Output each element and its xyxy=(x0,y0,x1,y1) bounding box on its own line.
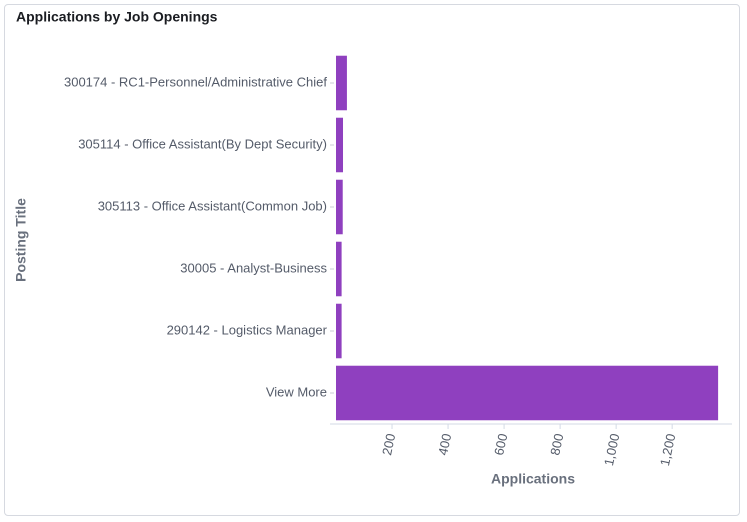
y-axis-title: Posting Title xyxy=(13,198,29,282)
x-tick-label: 1,000 xyxy=(601,432,622,467)
bar xyxy=(336,241,342,297)
y-tick-label: View More xyxy=(266,384,327,399)
y-tick-label: 30005 - Analyst-Business xyxy=(180,260,327,275)
x-axis-title: Applications xyxy=(491,471,575,487)
bar xyxy=(336,117,344,173)
card xyxy=(4,4,740,516)
y-tick-label: 305114 - Office Assistant(By Dept Securi… xyxy=(78,136,327,151)
x-tick-label: 400 xyxy=(435,432,454,456)
x-tick-label: 800 xyxy=(547,432,566,456)
bar xyxy=(336,55,347,111)
bar xyxy=(336,365,719,421)
chart-title: Applications by Job Openings xyxy=(16,9,218,25)
y-tick-label: 290142 - Logistics Manager xyxy=(167,322,328,337)
y-tick-label: 305113 - Office Assistant(Common Job) xyxy=(98,198,327,213)
x-tick-label: 200 xyxy=(379,432,398,456)
x-tick-label: 1,200 xyxy=(657,432,678,467)
x-tick-label: 600 xyxy=(491,432,510,456)
y-tick-label: 300174 - RC1-Personnel/Administrative Ch… xyxy=(64,74,327,89)
bar xyxy=(336,303,342,359)
bar xyxy=(336,179,343,235)
